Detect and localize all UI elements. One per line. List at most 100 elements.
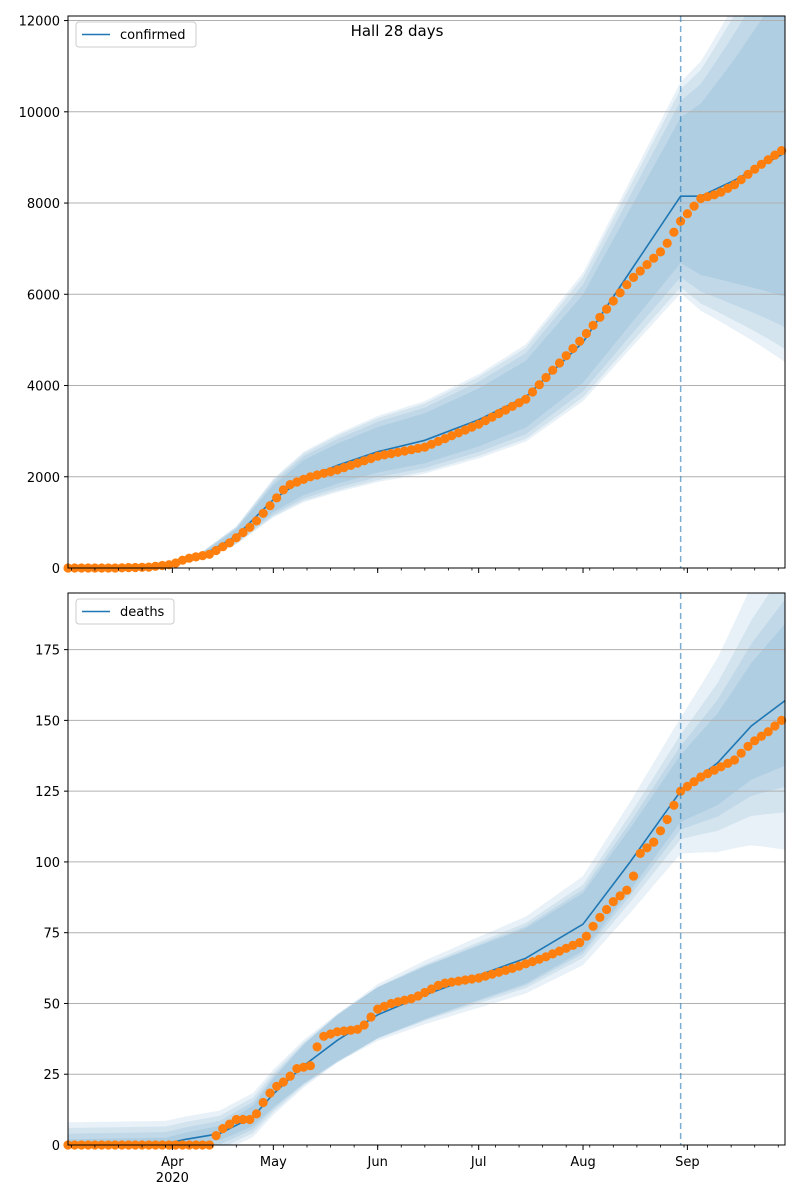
x-tick-label: Jul xyxy=(470,1155,487,1170)
confirmed-panel: 0 2000 4000 6000 8000 10000 12000 confirmed xyxy=(19,15,787,577)
observed-point xyxy=(763,155,773,165)
observed-point xyxy=(716,762,726,772)
observed-point xyxy=(225,1119,235,1129)
observed-point xyxy=(521,394,531,404)
observed-point xyxy=(346,1025,356,1035)
observed-point xyxy=(251,516,262,526)
y-tick-label: 50 xyxy=(43,997,60,1012)
observed-point xyxy=(265,501,275,511)
observed-point xyxy=(447,977,457,987)
observed-point xyxy=(568,343,578,354)
y-tick-label: 6000 xyxy=(27,288,60,303)
observed-point xyxy=(622,885,632,895)
observed-point xyxy=(144,562,154,572)
observed-point xyxy=(225,538,235,548)
observed-point xyxy=(339,1026,349,1036)
observed-point xyxy=(426,984,437,994)
observed-point xyxy=(642,260,652,270)
observed-point xyxy=(642,843,652,853)
band-3 xyxy=(68,16,785,568)
uncertainty-bands xyxy=(68,16,785,568)
observed-point xyxy=(662,814,672,825)
observed-point xyxy=(729,180,740,190)
observed-point xyxy=(595,912,605,923)
observed-point xyxy=(581,328,592,339)
observed-point xyxy=(682,781,693,792)
observed-point xyxy=(218,542,228,552)
observed-point xyxy=(750,164,760,174)
observed-point xyxy=(150,561,161,571)
observed-point xyxy=(379,450,389,460)
legend: deaths xyxy=(75,598,175,625)
observed-point xyxy=(507,401,517,411)
observed-point xyxy=(238,1114,248,1125)
y-tick-label: 125 xyxy=(35,785,60,800)
band-0 xyxy=(68,593,785,1145)
legend-box xyxy=(75,598,175,625)
observed-point xyxy=(534,380,544,390)
observed-point xyxy=(561,351,571,361)
observed-point xyxy=(750,736,760,746)
band-2 xyxy=(68,16,785,568)
observed-point xyxy=(669,800,679,810)
band-0 xyxy=(68,16,785,568)
observed-point xyxy=(541,372,551,383)
observed-point xyxy=(696,772,706,782)
x-tick-label: May xyxy=(260,1155,287,1170)
observed-point xyxy=(285,1071,295,1081)
observed-point xyxy=(608,296,618,306)
observed-point xyxy=(231,1114,241,1125)
observed-point xyxy=(763,727,773,737)
y-tick-label: 0 xyxy=(52,1139,60,1154)
observed-point xyxy=(211,545,221,556)
band-1 xyxy=(68,16,785,568)
observed-point xyxy=(278,1077,288,1087)
observed-point xyxy=(682,209,693,219)
observed-point xyxy=(305,1061,315,1071)
legend: confirmed xyxy=(75,21,197,48)
observed-point xyxy=(359,1020,369,1030)
observed-point xyxy=(332,1027,342,1037)
y-tick-label: 150 xyxy=(35,714,60,729)
observed-point xyxy=(231,533,241,543)
x-tick-label: Jun xyxy=(367,1155,388,1170)
legend-label: deaths xyxy=(120,605,165,620)
observed-point xyxy=(265,1088,275,1098)
observed-point xyxy=(548,365,558,375)
observed-point xyxy=(278,485,288,495)
observed-point xyxy=(251,1109,262,1119)
observed-point xyxy=(238,527,248,538)
observed-point xyxy=(352,1024,363,1034)
observed-point xyxy=(204,549,214,559)
observed-point xyxy=(575,938,585,948)
observed-point xyxy=(245,522,255,532)
observed-point xyxy=(258,1097,268,1108)
observed-point xyxy=(575,336,585,346)
y-tick-label: 0 xyxy=(52,562,60,577)
observed-point xyxy=(467,974,477,984)
observed-point xyxy=(655,826,666,836)
observed-point xyxy=(400,446,410,456)
observed-point xyxy=(527,387,538,397)
observed-point xyxy=(736,175,746,185)
observed-point xyxy=(366,1012,376,1022)
y-tick-label: 100 xyxy=(35,856,60,871)
y-tick-label: 4000 xyxy=(27,380,60,395)
band-2 xyxy=(68,599,785,1145)
legend-box xyxy=(75,21,197,48)
band-3 xyxy=(68,623,785,1145)
axes-frame xyxy=(67,592,786,1146)
observed-point xyxy=(608,897,618,907)
observed-point xyxy=(602,304,612,314)
x-tick-label: Apr xyxy=(161,1155,184,1170)
observed-point xyxy=(635,266,645,276)
observed-point xyxy=(218,1124,228,1134)
observed-point xyxy=(615,288,625,298)
observed-point xyxy=(312,1042,322,1052)
observed-point xyxy=(649,253,659,263)
observed-point xyxy=(581,931,592,941)
observed-point xyxy=(628,871,639,881)
legend-label: confirmed xyxy=(120,28,186,43)
